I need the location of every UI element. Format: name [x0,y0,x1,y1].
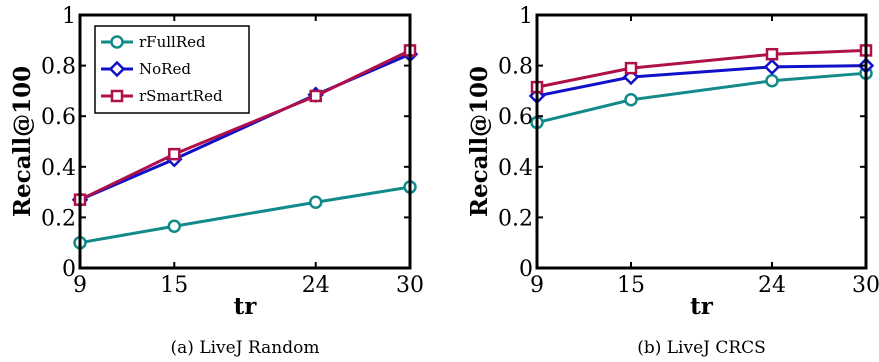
chart1-rSmartRed-point-2 [309,89,322,103]
chart2: 9 15 24 30 0 0.2 0.4 0.6 0.8 1 tr Recall@100 (b) Liv… [466,4,879,358]
chart2-rFullRed-point-2 [765,74,779,88]
chart1-xtick-label-3: 30 [396,273,424,298]
chart1-series-rSmartRed-line [79,49,411,202]
chart2-series-NoRed-line [536,64,867,98]
chart1-ytick-label-0: 0 [62,257,76,282]
chart1-ytick-label-4: 0.8 [41,55,76,80]
chart2-ytick-label-2: 0.4 [498,156,533,181]
chart2-rSmartRed-point-1 [624,61,638,75]
chart2-series-rFullRed-line [536,71,867,124]
chart2-xtick-label-1: 15 [617,273,645,298]
chart1-legend-label-rFullRed: rFullRed [139,33,206,51]
chart1-xtick-label-0: 9 [73,273,87,298]
chart1-legend-marker-rSmartRed [110,89,124,103]
chart1-caption: (a) LiveJ Random [171,338,320,358]
chart1-axes-frame [78,13,412,270]
chart2-caption: (b) LiveJ CRCS [637,338,766,358]
chart1-ytick-label-5: 1 [62,4,76,29]
chart1-ytick-label-2: 0.4 [41,156,76,181]
chart2-NoRed-point-2 [763,58,781,76]
chart2-ytick-label-3: 0.6 [498,105,533,130]
chart1-rFullRed-point-1 [167,219,182,234]
chart2-xtick-label-2: 24 [758,273,786,298]
chart1-rSmartRed-point-1 [168,147,181,161]
chart1-legend-marker-rFullRed [110,35,124,49]
chart1-xtick-label-2: 24 [302,273,330,298]
chart2-ytick-label-0: 0 [519,257,533,282]
chart2-ytick-label-1: 0.2 [498,206,533,231]
chart2-ytick-label-5: 1 [519,4,533,29]
chart1-y-axis-label: Recall@100 [9,66,36,217]
chart2-axes-frame [535,13,868,270]
chart2-ytick-label-4: 0.8 [498,55,533,80]
chart2-rFullRed-point-1 [624,93,638,107]
chart2-x-axis-label: tr [690,293,714,320]
chart1-legend-marker-NoRed [108,60,126,78]
chart1-legend-label-NoRed: NoRed [139,60,191,78]
chart1-series-rFullRed-line [79,185,411,245]
chart1-rFullRed-point-2 [308,195,323,209]
chart1-xtick-label-1: 15 [160,273,188,298]
chart1-ytick-label-3: 0.6 [41,105,76,130]
chart2-rSmartRed-point-2 [765,47,779,61]
chart2-xtick-label-3: 30 [852,273,879,298]
chart1-legend: rFullRed NoRed rSmartRed [94,25,250,114]
chart1-legend-label-rSmartRed: rSmartRed [139,87,223,105]
chart1-x-axis-label: tr [234,293,258,320]
chart2-xtick-label-0: 9 [530,273,544,298]
chart1: 9 15 24 30 0 0.2 0.4 0.6 0.8 1 tr Recall@100 (a) Liv… [9,4,424,358]
chart1-ytick-label-1: 0.2 [41,206,76,231]
chart2-series-rSmartRed-line [536,48,867,89]
chart2-y-axis-label: Recall@100 [466,66,493,217]
